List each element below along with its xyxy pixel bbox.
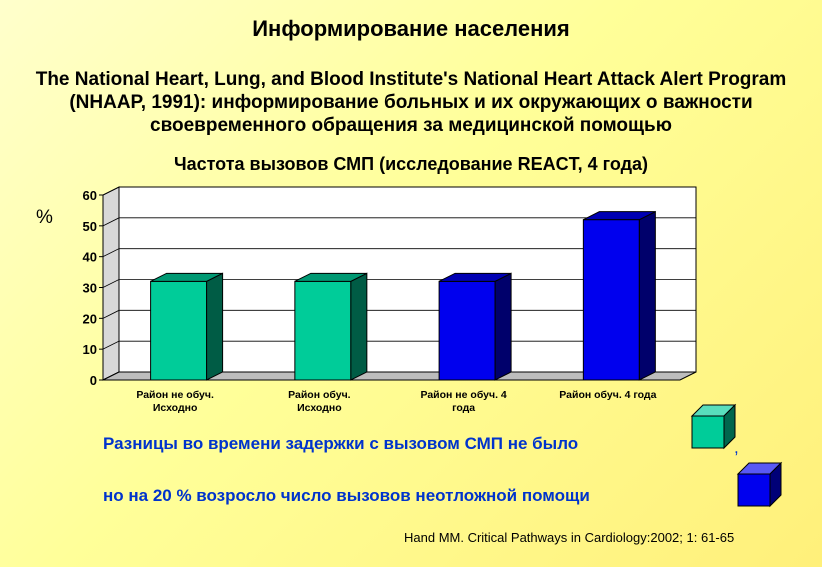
bar-front xyxy=(438,280,496,381)
bar-front xyxy=(582,219,640,381)
x-tick-label-line: Район обуч. 4 года xyxy=(559,389,656,401)
chart-title: Частота вызовов СМП (исследование REACT,… xyxy=(173,154,649,174)
bar-top xyxy=(294,272,368,282)
cube-front xyxy=(737,473,771,507)
slide-title: Информирование населения xyxy=(252,16,570,41)
bar-side xyxy=(638,210,656,381)
x-tick-label: Район не обуч. 4 года xyxy=(420,389,506,414)
y-tick-label: 10 xyxy=(83,342,97,357)
bar-side xyxy=(350,272,368,381)
gridline xyxy=(102,217,696,227)
y-axis-label: % xyxy=(36,207,53,228)
x-tick-label-line: Исходно xyxy=(297,402,342,414)
x-tick-label-line: Исходно xyxy=(153,402,198,414)
bar-top xyxy=(438,272,512,282)
x-tick-label: Район обуч. 4 года xyxy=(559,389,656,401)
note-calls-increase: но на 20 % возросло число вызовов неотло… xyxy=(103,486,590,505)
x-tick-label-line: Район обуч. xyxy=(288,389,351,401)
legend-cube-green xyxy=(690,403,737,450)
note-no-delay-difference: Разницы во времени задержки с вызовом СМ… xyxy=(103,434,579,453)
cube-side xyxy=(723,403,736,450)
slide-subtitle: The National Heart, Lung, and Blood Inst… xyxy=(35,69,787,136)
note-comma: , xyxy=(734,438,739,457)
bar-side xyxy=(206,272,224,381)
bar-top xyxy=(583,211,656,221)
bar-side xyxy=(494,272,512,381)
x-tick-label-line: года xyxy=(452,402,475,414)
legend-cube-blue xyxy=(736,461,783,508)
bar xyxy=(294,272,368,381)
x-tick-label: Район не обуч. Исходно xyxy=(136,389,214,414)
x-tick-label-line: Район не обуч. 4 xyxy=(420,389,506,401)
y-tick-label: 60 xyxy=(83,188,97,203)
bar xyxy=(582,210,656,381)
y-tick-label: 30 xyxy=(83,281,97,296)
y-tick-label: 20 xyxy=(83,311,97,326)
x-tick-label: Район обуч. Исходно xyxy=(288,389,351,414)
cube-front xyxy=(691,415,725,449)
y-tick-label: 50 xyxy=(83,219,97,234)
y-tick-label: 0 xyxy=(90,373,97,388)
bar-front xyxy=(150,280,208,381)
gridline xyxy=(102,186,696,196)
bar xyxy=(438,272,512,381)
cube-side xyxy=(769,461,782,508)
y-tick-label: 40 xyxy=(83,250,97,265)
bar xyxy=(150,272,224,381)
bar-top xyxy=(150,272,223,282)
x-tick-label-line: Район не обуч. xyxy=(136,389,214,401)
citation: Hand MM. Critical Pathways in Cardiology… xyxy=(404,530,735,545)
gridline xyxy=(102,248,696,258)
bar-front xyxy=(294,280,352,381)
